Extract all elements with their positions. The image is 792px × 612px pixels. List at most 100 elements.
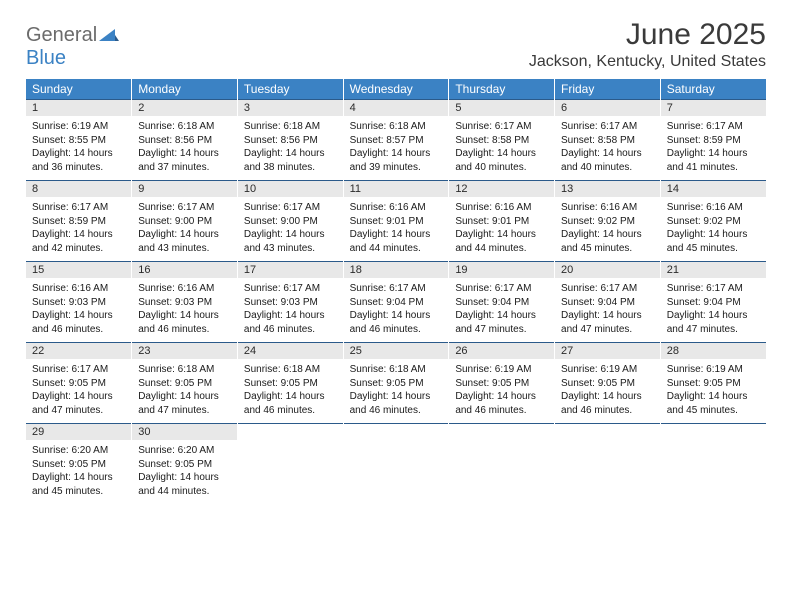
page-header: General Blue June 2025 Jackson, Kentucky…	[26, 18, 766, 71]
daylight-line: Daylight: 14 hours and 46 minutes.	[561, 391, 642, 416]
weekday-header: Tuesday	[237, 79, 343, 100]
sunset-line: Sunset: 9:00 PM	[138, 216, 212, 227]
sunrise-line: Sunrise: 6:16 AM	[32, 283, 108, 294]
daylight-line: Daylight: 14 hours and 47 minutes.	[667, 310, 748, 335]
day-number-cell: 16	[132, 262, 238, 279]
sunrise-line: Sunrise: 6:17 AM	[561, 283, 637, 294]
day-number-cell	[660, 424, 766, 441]
sunset-line: Sunset: 8:57 PM	[350, 135, 424, 146]
day-content-cell	[237, 440, 343, 504]
day-content-cell: Sunrise: 6:17 AMSunset: 8:58 PMDaylight:…	[449, 116, 555, 181]
sunrise-line: Sunrise: 6:18 AM	[138, 121, 214, 132]
day-content-cell	[555, 440, 661, 504]
day-number-cell: 17	[237, 262, 343, 279]
day-content-cell: Sunrise: 6:17 AM Sunset: 9:04 PM Daylight:…	[660, 278, 766, 343]
sunset-line: Sunset: 8:59 PM	[667, 135, 741, 146]
day-content-cell: Sunrise: 6:16 AMSunset: 9:03 PMDaylight:…	[132, 278, 238, 343]
daylight-line: Daylight: 14 hours and 40 minutes.	[561, 148, 642, 173]
day-content-cell: Sunrise: 6:19 AMSunset: 9:05 PMDaylight:…	[449, 359, 555, 424]
daylight-line: Daylight: 14 hours and 47 minutes.	[32, 391, 113, 416]
daylight-line: Daylight: 14 hours and 44 minutes.	[350, 229, 431, 254]
sunrise-line: Sunrise: 6:17 AM	[561, 121, 637, 132]
day-content-row: Sunrise: 6:16 AM Sunset: 9:03 PM Daylight:…	[26, 278, 766, 343]
day-number-cell: 30	[132, 424, 238, 441]
day-content-cell: Sunrise: 6:19 AMSunset: 8:55 PMDaylight:…	[26, 116, 132, 181]
day-number-cell: 5	[449, 100, 555, 117]
day-number-row: 1234567	[26, 100, 766, 117]
sunrise-line: Sunrise: 6:17 AM	[32, 202, 108, 213]
daylight-line: Daylight: 14 hours and 37 minutes.	[138, 148, 219, 173]
day-content-cell: Sunrise: 6:16 AMSunset: 9:03 PMDaylight:…	[26, 278, 132, 343]
daylight-line: Daylight: 14 hours and 47 minutes.	[455, 310, 536, 335]
calendar-table: SundayMondayTuesdayWednesdayThursdayFrid…	[26, 79, 766, 504]
sunrise-line: Sunrise: 6:17 AM	[455, 121, 531, 132]
sunrise-line: Sunrise: 6:17 AM	[244, 283, 320, 294]
daylight-line: Daylight: 14 hours and 42 minutes.	[32, 229, 113, 254]
day-number-cell: 24	[237, 343, 343, 360]
daylight-line: Daylight: 14 hours and 45 minutes.	[32, 472, 113, 497]
day-number-cell: 14	[660, 181, 766, 198]
daylight-line: Daylight: 14 hours and 39 minutes.	[350, 148, 431, 173]
weekday-header: Wednesday	[343, 79, 449, 100]
sunrise-line: Sunrise: 6:16 AM	[455, 202, 531, 213]
sunset-line: Sunset: 9:05 PM	[667, 378, 741, 389]
daylight-line: Daylight: 14 hours and 47 minutes.	[561, 310, 642, 335]
sunset-line: Sunset: 8:58 PM	[561, 135, 635, 146]
sunset-line: Sunset: 9:00 PM	[244, 216, 318, 227]
day-number-cell: 20	[555, 262, 661, 279]
sunrise-line: Sunrise: 6:18 AM	[350, 121, 426, 132]
day-number-cell: 2	[132, 100, 238, 117]
weekday-header: Thursday	[449, 79, 555, 100]
daylight-line: Daylight: 14 hours and 44 minutes.	[455, 229, 536, 254]
month-title: June 2025	[529, 18, 766, 51]
calendar-page: General Blue June 2025 Jackson, Kentucky…	[0, 0, 792, 514]
sunset-line: Sunset: 9:04 PM	[667, 297, 741, 308]
day-number-cell: 6	[555, 100, 661, 117]
sunset-line: Sunset: 9:02 PM	[667, 216, 741, 227]
day-content-cell: Sunrise: 6:17 AM Sunset: 8:59 PM Daylight:…	[26, 197, 132, 262]
weekday-header: Sunday	[26, 79, 132, 100]
day-content-cell: Sunrise: 6:16 AMSunset: 9:02 PMDaylight:…	[660, 197, 766, 262]
sunrise-line: Sunrise: 6:17 AM	[455, 283, 531, 294]
day-number-cell: 21	[660, 262, 766, 279]
sunrise-line: Sunrise: 6:17 AM	[32, 364, 108, 375]
sunset-line: Sunset: 9:03 PM	[244, 297, 318, 308]
day-number-cell: 11	[343, 181, 449, 198]
day-number-cell	[237, 424, 343, 441]
sunset-line: Sunset: 9:04 PM	[455, 297, 529, 308]
daylight-line: Daylight: 14 hours and 43 minutes.	[244, 229, 325, 254]
day-content-cell: Sunrise: 6:16 AMSunset: 9:02 PMDaylight:…	[555, 197, 661, 262]
day-content-cell: Sunrise: 6:17 AMSunset: 9:04 PMDaylight:…	[555, 278, 661, 343]
sunrise-line: Sunrise: 6:17 AM	[667, 283, 743, 294]
sunrise-line: Sunrise: 6:17 AM	[244, 202, 320, 213]
sunrise-line: Sunrise: 6:20 AM	[32, 445, 108, 456]
daylight-line: Daylight: 14 hours and 46 minutes.	[350, 391, 431, 416]
daylight-line: Daylight: 14 hours and 46 minutes.	[244, 391, 325, 416]
weekday-header: Saturday	[660, 79, 766, 100]
daylight-line: Daylight: 14 hours and 46 minutes.	[455, 391, 536, 416]
day-content-cell	[449, 440, 555, 504]
daylight-line: Daylight: 14 hours and 43 minutes.	[138, 229, 219, 254]
logo-sail-icon	[99, 27, 119, 46]
sunrise-line: Sunrise: 6:17 AM	[667, 121, 743, 132]
day-content-row: Sunrise: 6:17 AM Sunset: 8:59 PM Daylight:…	[26, 197, 766, 262]
daylight-line: Daylight: 14 hours and 36 minutes.	[32, 148, 113, 173]
daylight-line: Daylight: 14 hours and 46 minutes.	[350, 310, 431, 335]
day-number-row: 2930	[26, 424, 766, 441]
sunset-line: Sunset: 9:05 PM	[244, 378, 318, 389]
day-number-cell	[555, 424, 661, 441]
sunrise-line: Sunrise: 6:16 AM	[350, 202, 426, 213]
daylight-line: Daylight: 14 hours and 46 minutes.	[244, 310, 325, 335]
day-number-cell: 28	[660, 343, 766, 360]
sunrise-line: Sunrise: 6:18 AM	[138, 364, 214, 375]
day-number-cell: 12	[449, 181, 555, 198]
sunset-line: Sunset: 8:59 PM	[32, 216, 106, 227]
day-number-cell: 26	[449, 343, 555, 360]
sunset-line: Sunset: 9:01 PM	[455, 216, 529, 227]
day-number-cell: 9	[132, 181, 238, 198]
sunrise-line: Sunrise: 6:18 AM	[244, 121, 320, 132]
daylight-line: Daylight: 14 hours and 44 minutes.	[138, 472, 219, 497]
weekday-header-row: SundayMondayTuesdayWednesdayThursdayFrid…	[26, 79, 766, 100]
day-content-cell: Sunrise: 6:19 AMSunset: 9:05 PMDaylight:…	[555, 359, 661, 424]
location-text: Jackson, Kentucky, United States	[529, 53, 766, 71]
